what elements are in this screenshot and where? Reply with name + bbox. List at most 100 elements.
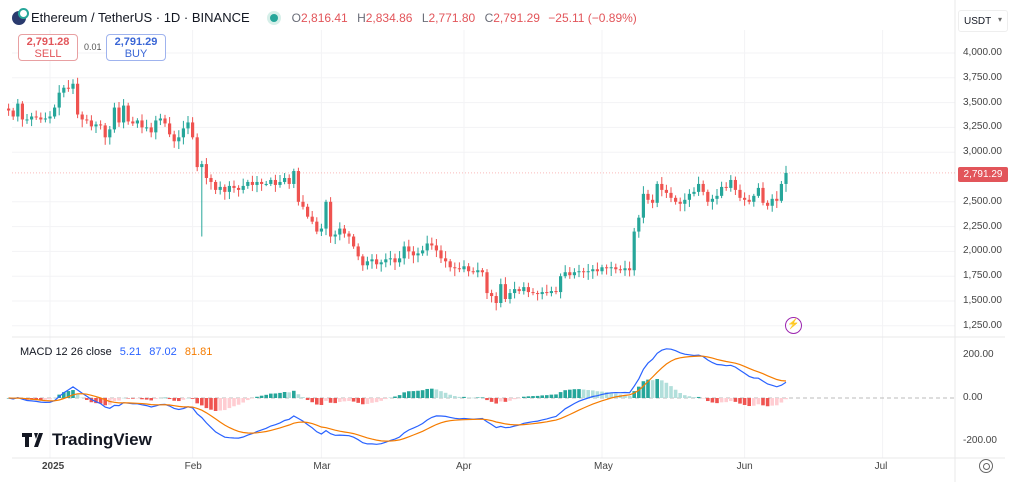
macd-histogram-bar	[687, 396, 692, 398]
candle-body	[775, 198, 779, 201]
macd-histogram-bar	[545, 395, 549, 398]
macd-tick: -200.00	[963, 435, 997, 446]
price-tick: 2,250.00	[963, 220, 1002, 232]
macd-histogram-bar	[48, 398, 52, 400]
candle-body	[651, 199, 655, 203]
candle-body	[108, 129, 112, 138]
macd-histogram-bar	[264, 394, 268, 398]
brand-name: TradingView	[52, 430, 152, 449]
candle-body	[641, 193, 645, 218]
macd-histogram-bar	[177, 398, 181, 402]
candle-body	[582, 271, 586, 273]
candle-body	[623, 268, 627, 271]
candle-body	[30, 116, 34, 120]
ethereum-logo-icon	[12, 7, 29, 25]
macd-histogram-bar	[135, 398, 140, 399]
candle-body	[600, 267, 604, 272]
macd-histogram-bar	[94, 398, 98, 404]
candle-body	[361, 256, 365, 266]
candle-body	[453, 267, 457, 269]
candle-body	[103, 125, 107, 138]
candle-body	[439, 250, 443, 259]
low-value: 2,771.80	[428, 10, 476, 25]
candle-body	[421, 250, 425, 254]
macd-histogram-bar	[719, 398, 724, 403]
macd-histogram-bar	[384, 398, 388, 400]
macd-histogram-bar	[315, 398, 319, 405]
macd-histogram-bar	[34, 398, 38, 400]
macd-histogram-bar	[572, 389, 577, 398]
candle-body	[232, 185, 236, 188]
macd-histogram-bar	[627, 395, 632, 398]
time-tick: Jul	[874, 461, 888, 472]
candle-body	[306, 206, 310, 217]
candle-body	[324, 201, 328, 229]
time-tick: Apr	[456, 461, 472, 472]
macd-histogram-bar	[75, 394, 80, 398]
candle-body	[310, 216, 314, 222]
settings-icon[interactable]	[979, 459, 993, 473]
macd-histogram-bar	[733, 398, 738, 402]
macd-histogram-bar	[770, 398, 774, 406]
candle-body	[241, 185, 245, 190]
sell-button[interactable]: 2,791.28 SELL	[18, 34, 78, 61]
macd-histogram-bar	[356, 398, 360, 403]
candle-body	[209, 177, 213, 182]
macd-histogram-bar	[503, 398, 508, 402]
symbol-title[interactable]: Ethereum / TetherUS · 1D · BINANCE	[31, 10, 250, 25]
macd-histogram-bar	[121, 397, 126, 399]
macd-title: MACD 12 26 close	[20, 346, 112, 358]
candle-body	[246, 181, 250, 186]
currency-select[interactable]: USDT ▾	[958, 10, 1008, 32]
macd-histogram-bar	[347, 398, 351, 401]
macd-histogram-bar	[747, 398, 751, 407]
candle-body	[191, 122, 195, 138]
macd-histogram-bar	[310, 398, 314, 403]
candle-body	[131, 121, 135, 124]
candle-body	[490, 293, 494, 297]
candle-body	[264, 183, 268, 185]
price-tick: 4,000.00	[963, 47, 1002, 58]
macd-histogram-bar	[250, 398, 255, 399]
macd-histogram-bar	[526, 396, 531, 398]
macd-histogram-bar	[241, 398, 245, 403]
candle-body	[168, 123, 172, 135]
macd-histogram-bar	[85, 398, 89, 400]
macd-histogram-bar	[692, 397, 696, 398]
macd-histogram-bar	[71, 390, 75, 398]
sell-price: 2,791.28	[26, 35, 70, 48]
candle-body	[149, 127, 153, 133]
macd-histogram-bar	[282, 392, 287, 398]
macd-histogram-bar	[402, 392, 406, 398]
macd-histogram-bar	[535, 395, 540, 398]
candle-body	[540, 292, 544, 295]
macd-histogram-bar	[131, 398, 135, 399]
macd-histogram-bar	[577, 389, 581, 398]
candle-body	[269, 179, 273, 184]
tradingview-logo[interactable]: TradingView	[22, 430, 152, 450]
buy-button[interactable]: 2,791.29 BUY	[106, 34, 166, 61]
open-value: 2,816.41	[301, 10, 348, 25]
lightning-icon[interactable]: ⚡	[785, 317, 802, 334]
candle-body	[508, 293, 512, 300]
macd-histogram-bar	[416, 390, 420, 398]
candle-body	[112, 107, 116, 130]
macd-histogram-bar	[361, 398, 365, 405]
candle-body	[145, 127, 149, 129]
macd-histogram-bar	[213, 398, 218, 411]
macd-legend[interactable]: MACD 12 26 close 5.21 87.02 81.81	[20, 346, 212, 358]
macd-histogram-bar	[563, 390, 567, 398]
candle-body	[260, 181, 264, 184]
candle-body	[200, 164, 204, 168]
price-tick: 1,250.00	[963, 319, 1002, 331]
macd-histogram-bar	[586, 390, 590, 398]
candle-body	[379, 262, 383, 265]
candle-body	[655, 183, 659, 203]
macd-histogram-bar	[98, 398, 103, 404]
candle-body	[89, 120, 93, 127]
macd-histogram-bar	[756, 398, 761, 405]
macd-histogram-bar	[227, 398, 232, 409]
candle-body	[365, 261, 369, 266]
macd-histogram-bar	[761, 398, 765, 406]
